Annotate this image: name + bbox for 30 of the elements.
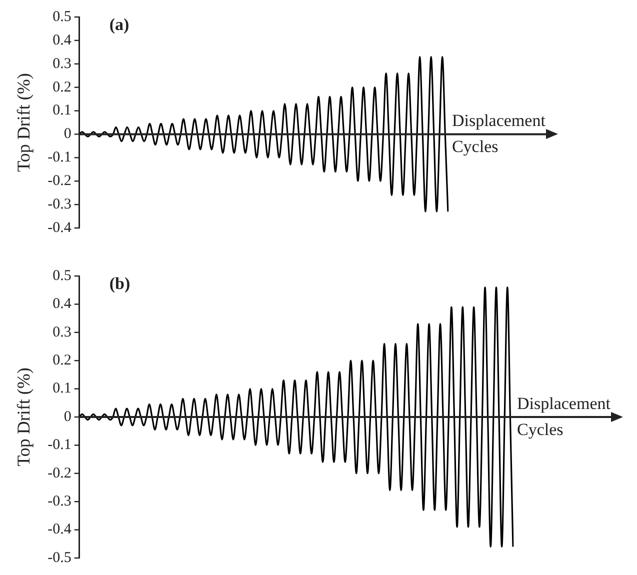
y-axis-title: Top Drift (%): [14, 368, 34, 466]
chart-title: (b): [109, 274, 130, 293]
y-tick-label: 0.5: [52, 268, 72, 284]
y-tick-label: 0.1: [52, 380, 72, 397]
text: Displacement: [452, 111, 546, 130]
y-axis-title: Top Drift (%): [14, 73, 34, 172]
y-tick-label: -0.5: [48, 550, 72, 566]
y-tick-label: 0.5: [52, 8, 72, 25]
x-axis-title: Cycles: [452, 137, 498, 156]
y-tick-label: 0: [64, 408, 72, 425]
y-tick-label: -0.2: [48, 465, 72, 482]
text: Displacement: [517, 394, 611, 413]
y-tick-label: -0.4: [48, 522, 72, 538]
line-series: [78, 56, 449, 212]
y-tick-label: -0.1: [48, 437, 72, 454]
y-tick-label: -0.4: [48, 220, 72, 236]
y-tick-label: 0.4: [52, 296, 72, 312]
y-tick-label: 0: [64, 126, 72, 142]
y-tick-label: -0.3: [48, 494, 72, 510]
y-tick-label: -0.3: [48, 196, 72, 212]
chart-title: (a): [109, 14, 130, 34]
y-tick-label: 0.2: [52, 79, 72, 96]
x-axis-title: Cycles: [517, 420, 564, 439]
y-tick-label: 0.3: [52, 324, 72, 340]
y-tick-label: 0.1: [52, 102, 72, 119]
y-tick-label: -0.2: [48, 173, 72, 190]
y-tick-label: 0.3: [52, 56, 72, 72]
y-tick-label: 0.2: [52, 352, 72, 369]
y-tick-label: 0.4: [52, 32, 72, 48]
y-tick-label: -0.1: [48, 150, 72, 166]
